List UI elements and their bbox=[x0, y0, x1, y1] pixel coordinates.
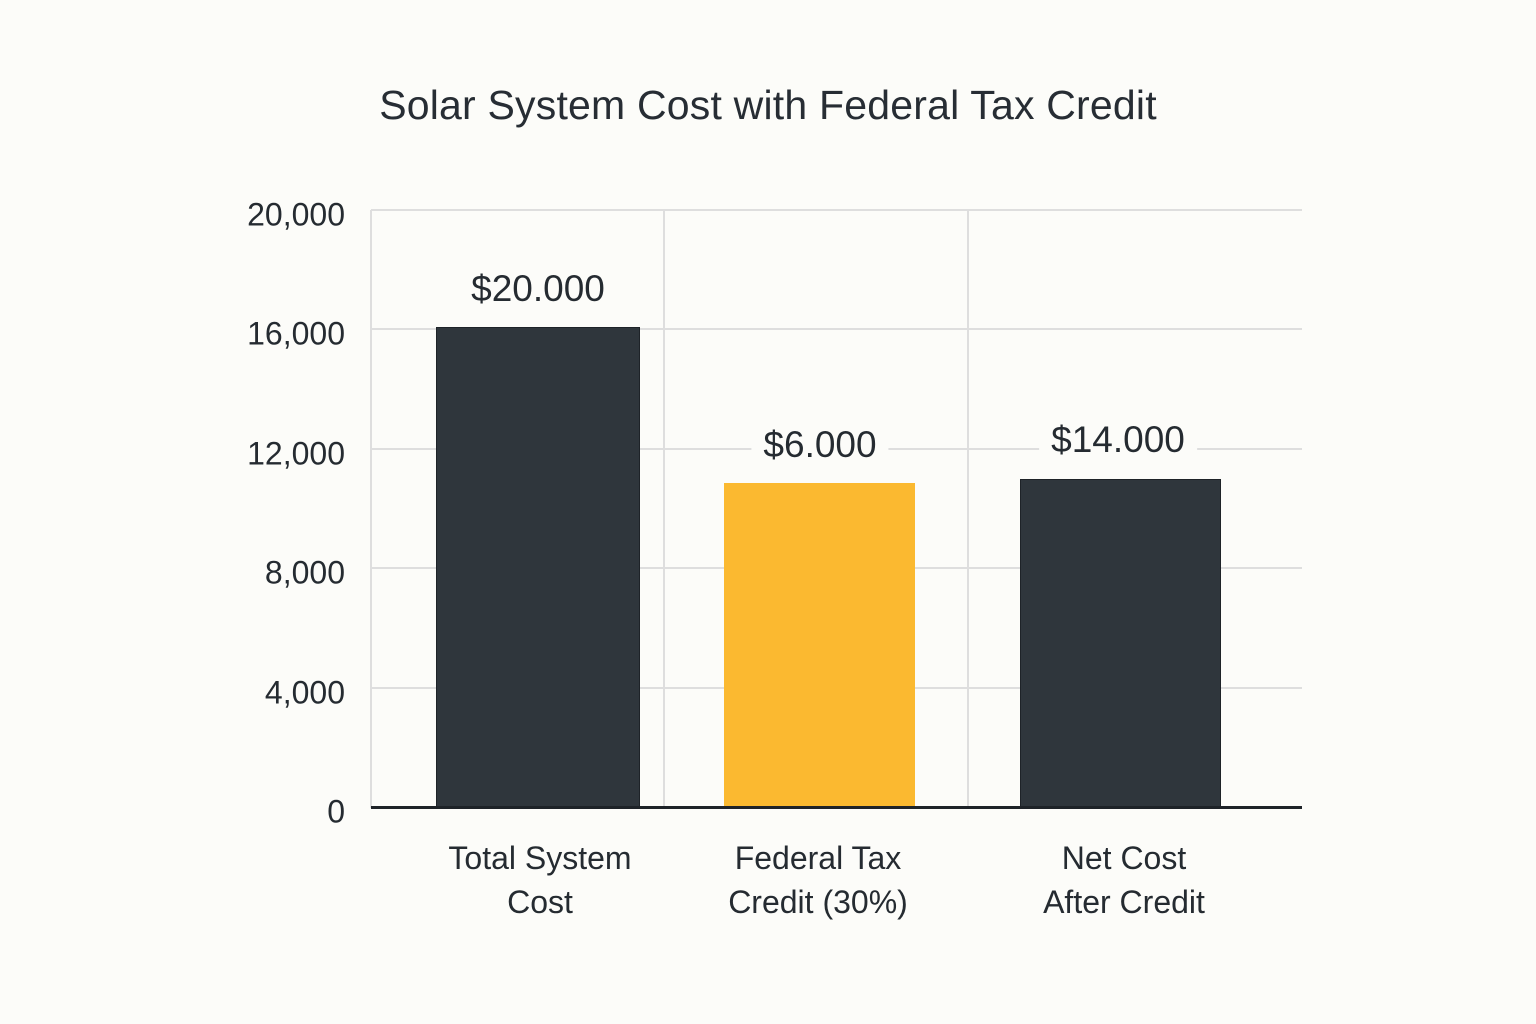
x-label-line: Cost bbox=[507, 884, 573, 920]
x-label-line: Federal Tax bbox=[734, 840, 902, 876]
gridline-16000 bbox=[371, 328, 1302, 330]
x-label-total-system-cost: Total System Cost bbox=[410, 836, 670, 924]
y-tick-0: 0 bbox=[327, 793, 345, 830]
x-label-line: Net Cost bbox=[1061, 840, 1187, 876]
data-label-credit: $6.000 bbox=[751, 423, 889, 467]
gridline-20000 bbox=[371, 209, 1302, 211]
bar-federal-tax-credit bbox=[724, 483, 915, 808]
x-label-federal-tax-credit: Federal Tax Credit (30%) bbox=[688, 836, 948, 924]
bar-total-system-cost bbox=[436, 327, 640, 808]
x-label-line: Total System bbox=[448, 840, 632, 876]
x-axis-line bbox=[371, 806, 1302, 809]
vgrid-1 bbox=[663, 210, 665, 808]
y-tick-16000: 16,000 bbox=[247, 315, 345, 352]
y-tick-4000: 4,000 bbox=[264, 674, 345, 711]
y-tick-8000: 8,000 bbox=[264, 554, 345, 591]
x-label-line: Credit (30%) bbox=[728, 884, 908, 920]
vgrid-left bbox=[370, 210, 372, 808]
x-label-line: After Credit bbox=[1043, 884, 1205, 920]
chart-title: Solar System Cost with Federal Tax Credi… bbox=[379, 82, 1157, 128]
data-label-net: $14.000 bbox=[1039, 418, 1197, 462]
bar-net-cost bbox=[1020, 479, 1221, 808]
vgrid-2 bbox=[967, 210, 969, 808]
y-tick-20000: 20,000 bbox=[247, 196, 345, 233]
x-label-net-cost: Net Cost After Credit bbox=[994, 836, 1254, 924]
data-label-total: $20.000 bbox=[459, 267, 617, 311]
y-tick-12000: 12,000 bbox=[247, 435, 345, 472]
